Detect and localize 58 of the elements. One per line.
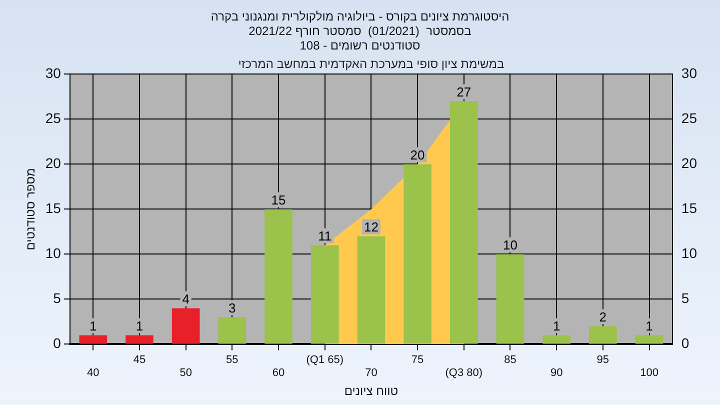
x-tick-label: 75 [411, 354, 424, 366]
data-label: 12 [364, 219, 378, 234]
bar [126, 335, 154, 344]
data-label: 1 [552, 318, 560, 334]
data-label: 27 [456, 84, 472, 100]
data-label: 1 [90, 318, 97, 334]
y2-tick-label: 5 [681, 290, 690, 306]
bar [542, 335, 570, 344]
data-label: 1 [136, 318, 144, 334]
x-tick-label: 45 [133, 354, 146, 366]
bar [404, 164, 432, 344]
bar [589, 326, 617, 344]
bar [450, 101, 478, 344]
bar [79, 335, 108, 344]
x-tick-label: 90 [550, 367, 563, 380]
y-tick-label: 30 [45, 65, 62, 82]
data-label: 10 [502, 237, 518, 252]
y-axis-title: מספר סטודנטים [24, 168, 38, 250]
bar [264, 209, 292, 344]
x-tick-label: (Q3 80) [445, 367, 483, 380]
data-label: 4 [182, 291, 190, 306]
y-tick-label: 10 [45, 245, 62, 262]
data-label: 20 [410, 147, 425, 162]
bar [357, 236, 386, 344]
x-tick-label: 50 [180, 367, 192, 380]
chart-title: היסטוגרמת ציונים בקורס - ביולוגיה מולקולרית ומנגנוני בקרה [210, 10, 510, 24]
x-tick-label: 70 [365, 367, 378, 380]
y-tick-label: 5 [53, 290, 62, 306]
bar [496, 254, 524, 344]
chart-subtitle: בסמסטר (01/2021) סמסטר חורף 2021/22 סטודנטים רשומים - 108 [248, 24, 472, 52]
y2-tick-label: 20 [681, 155, 698, 172]
y2-tick-label: 0 [681, 335, 690, 352]
y-tick-label: 25 [45, 110, 62, 126]
y-tick-label: 0 [53, 335, 62, 352]
x-tick-label: 40 [87, 367, 100, 380]
bar [635, 335, 664, 344]
bar [310, 245, 339, 344]
y2-tick-label: 25 [681, 110, 698, 126]
x-tick-label: 55 [226, 354, 238, 366]
y-tick-label: 15 [45, 200, 62, 216]
text: במשימת ציון סופי במערכת האקדמית במחשב המרכזי [238, 57, 504, 72]
x-tick-label: (Q1 65) [306, 354, 344, 366]
data-label: 11 [318, 228, 332, 244]
bar [172, 308, 200, 344]
x-axis-title: טווח ציונים [344, 384, 398, 398]
y2-tick-label: 15 [681, 200, 698, 216]
y2-tick-label: 10 [681, 245, 698, 262]
y-tick-label: 20 [45, 155, 62, 172]
x-tick-label: 95 [596, 354, 610, 366]
data-label: 3 [228, 300, 236, 316]
data-label: 2 [599, 309, 607, 324]
x-tick-label: 60 [272, 367, 285, 380]
data-label: 15 [271, 192, 286, 208]
x-tick-label: 100 [640, 367, 658, 380]
data-label: 1 [646, 318, 653, 334]
bar [218, 317, 246, 344]
y2-tick-label: 30 [681, 65, 698, 82]
x-tick-label: 85 [504, 354, 516, 366]
